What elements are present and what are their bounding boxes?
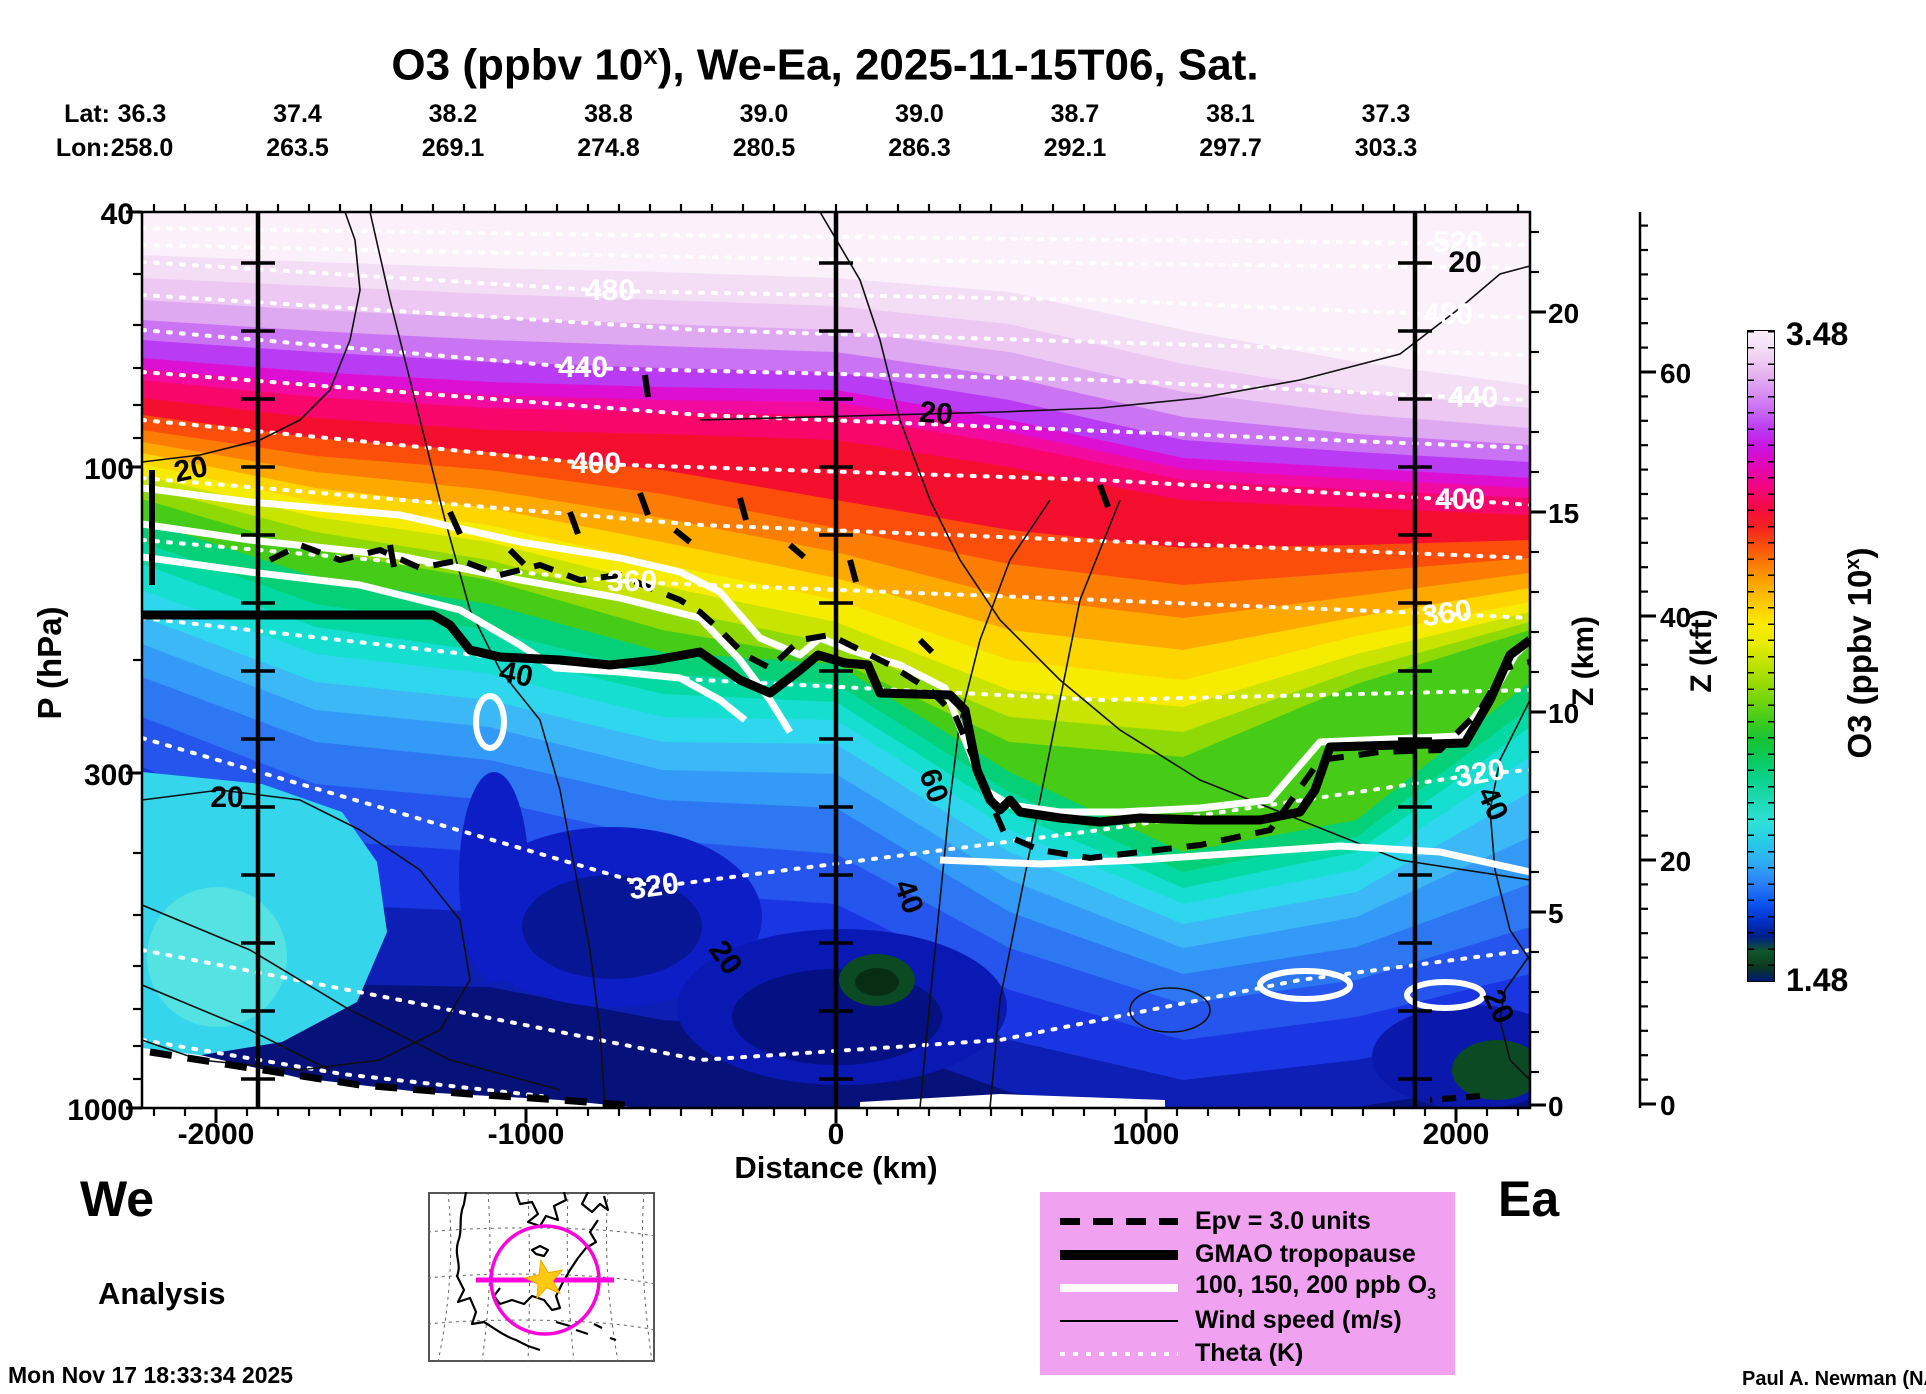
location-inset-map <box>428 1192 655 1362</box>
legend-item: 100, 150, 200 ppb O3 <box>1060 1271 1455 1304</box>
pressure-tick-label: 40 <box>100 198 134 231</box>
title-suffix: ), We-Ea, 2025-11-15T06, Sat. <box>657 40 1259 90</box>
legend-item: Theta (K) <box>1060 1337 1455 1370</box>
distance-tick-label: 2000 <box>1422 1118 1490 1151</box>
pressure-tick-label: 1000 <box>67 1094 134 1127</box>
lon-value: 269.1 <box>421 134 485 162</box>
lat-value: 38.7 <box>1050 100 1100 128</box>
analysis-mode-label: Analysis <box>98 1276 226 1311</box>
colorbar-title: O3 (ppbv 10x) <box>1841 547 1878 759</box>
legend-label: GMAO tropopause <box>1195 1240 1416 1268</box>
legend: Epv = 3.0 units GMAO tropopause 100, 150, … <box>1040 1192 1455 1375</box>
legend-label: Theta (K) <box>1195 1339 1304 1367</box>
x-axis-title: Distance (km) <box>734 1150 938 1185</box>
lat-value: 38.2 <box>428 100 478 128</box>
credit-text: Paul A. Newman (NASA <box>1742 1368 1926 1390</box>
legend-sample-o3-line <box>1060 1283 1178 1292</box>
legend-item: Wind speed (m/s) <box>1060 1304 1455 1337</box>
inset-location-star <box>523 1258 564 1300</box>
z-kft-tick-label: 40 <box>1660 602 1692 633</box>
z-kft-tick-label: 60 <box>1660 358 1692 389</box>
lat-value: 37.3 <box>1361 100 1411 128</box>
colorbar <box>1747 330 1775 982</box>
lon-value: 274.8 <box>577 134 640 162</box>
lon-value: 258.0 <box>110 134 174 162</box>
lon-value: 292.1 <box>1043 134 1107 162</box>
lat-value: 38.8 <box>584 100 633 128</box>
lat-value: 38.1 <box>1206 100 1255 128</box>
lon-value: 297.7 <box>1199 134 1262 162</box>
lon-row-label: Lon: <box>55 134 110 162</box>
legend-label: 100, 150, 200 ppb O3 <box>1195 1271 1436 1303</box>
plot-field <box>142 212 1530 1108</box>
title-superscript: x <box>643 40 658 70</box>
lon-value: 286.3 <box>888 134 951 162</box>
legend-item: Epv = 3.0 units <box>1060 1205 1455 1238</box>
legend-sample-trop-line <box>1060 1249 1178 1260</box>
distance-tick-label: 0 <box>827 1118 845 1151</box>
lat-value: 36.3 <box>117 100 167 128</box>
pressure-tick-label: 300 <box>83 759 134 792</box>
east-end-label: Ea <box>1498 1171 1560 1227</box>
pressure-tick-label: 100 <box>83 453 134 486</box>
legend-item: GMAO tropopause <box>1060 1238 1455 1271</box>
west-end-label: We <box>80 1171 155 1227</box>
z-kft-tick-label: 20 <box>1660 846 1692 877</box>
pressure-axis-title: P (hPa) <box>31 606 68 720</box>
generation-timestamp: Mon Nov 17 18:33:34 2025 <box>8 1362 294 1388</box>
legend-label: Wind speed (m/s) <box>1195 1306 1402 1334</box>
gmao-tropopause-line <box>142 610 1530 827</box>
lon-value: 263.5 <box>266 134 329 162</box>
distance-tick-label: -1000 <box>487 1118 565 1151</box>
z-km-tick-label: 0 <box>1548 1091 1564 1122</box>
title-prefix: O3 (ppbv 10 <box>391 40 644 90</box>
lat-value: 39.0 <box>895 100 944 128</box>
lat-value: 39.0 <box>739 100 789 128</box>
lon-value: 303.3 <box>1354 134 1418 162</box>
lat-value: 37.4 <box>273 100 322 128</box>
distance-tick-label: 1000 <box>1112 1118 1180 1151</box>
legend-label: Epv = 3.0 units <box>1195 1207 1371 1235</box>
axis-ticks <box>126 204 1546 1123</box>
z-km-tick-label: 20 <box>1548 298 1580 329</box>
z-kft-tick-label: 0 <box>1660 1090 1676 1121</box>
z-km-tick-label: 10 <box>1548 698 1580 729</box>
z-km-tick-label: 15 <box>1548 498 1580 529</box>
colorbar-max: 3.48 <box>1786 316 1849 352</box>
lat-row-label: Lat: <box>64 100 110 128</box>
legend-sample-wind-line <box>1060 1319 1178 1322</box>
colorbar-min: 1.48 <box>1786 962 1849 998</box>
z-km-tick-label: 5 <box>1548 898 1564 929</box>
lon-value: 280.5 <box>732 134 796 162</box>
legend-sample-epv-line <box>1060 1218 1178 1225</box>
distance-tick-label: -2000 <box>177 1118 255 1151</box>
page-title: O3 (ppbv 10x), We-Ea, 2025-11-15T06, Sat… <box>130 40 1520 91</box>
legend-sample-theta-line <box>1060 1351 1178 1356</box>
